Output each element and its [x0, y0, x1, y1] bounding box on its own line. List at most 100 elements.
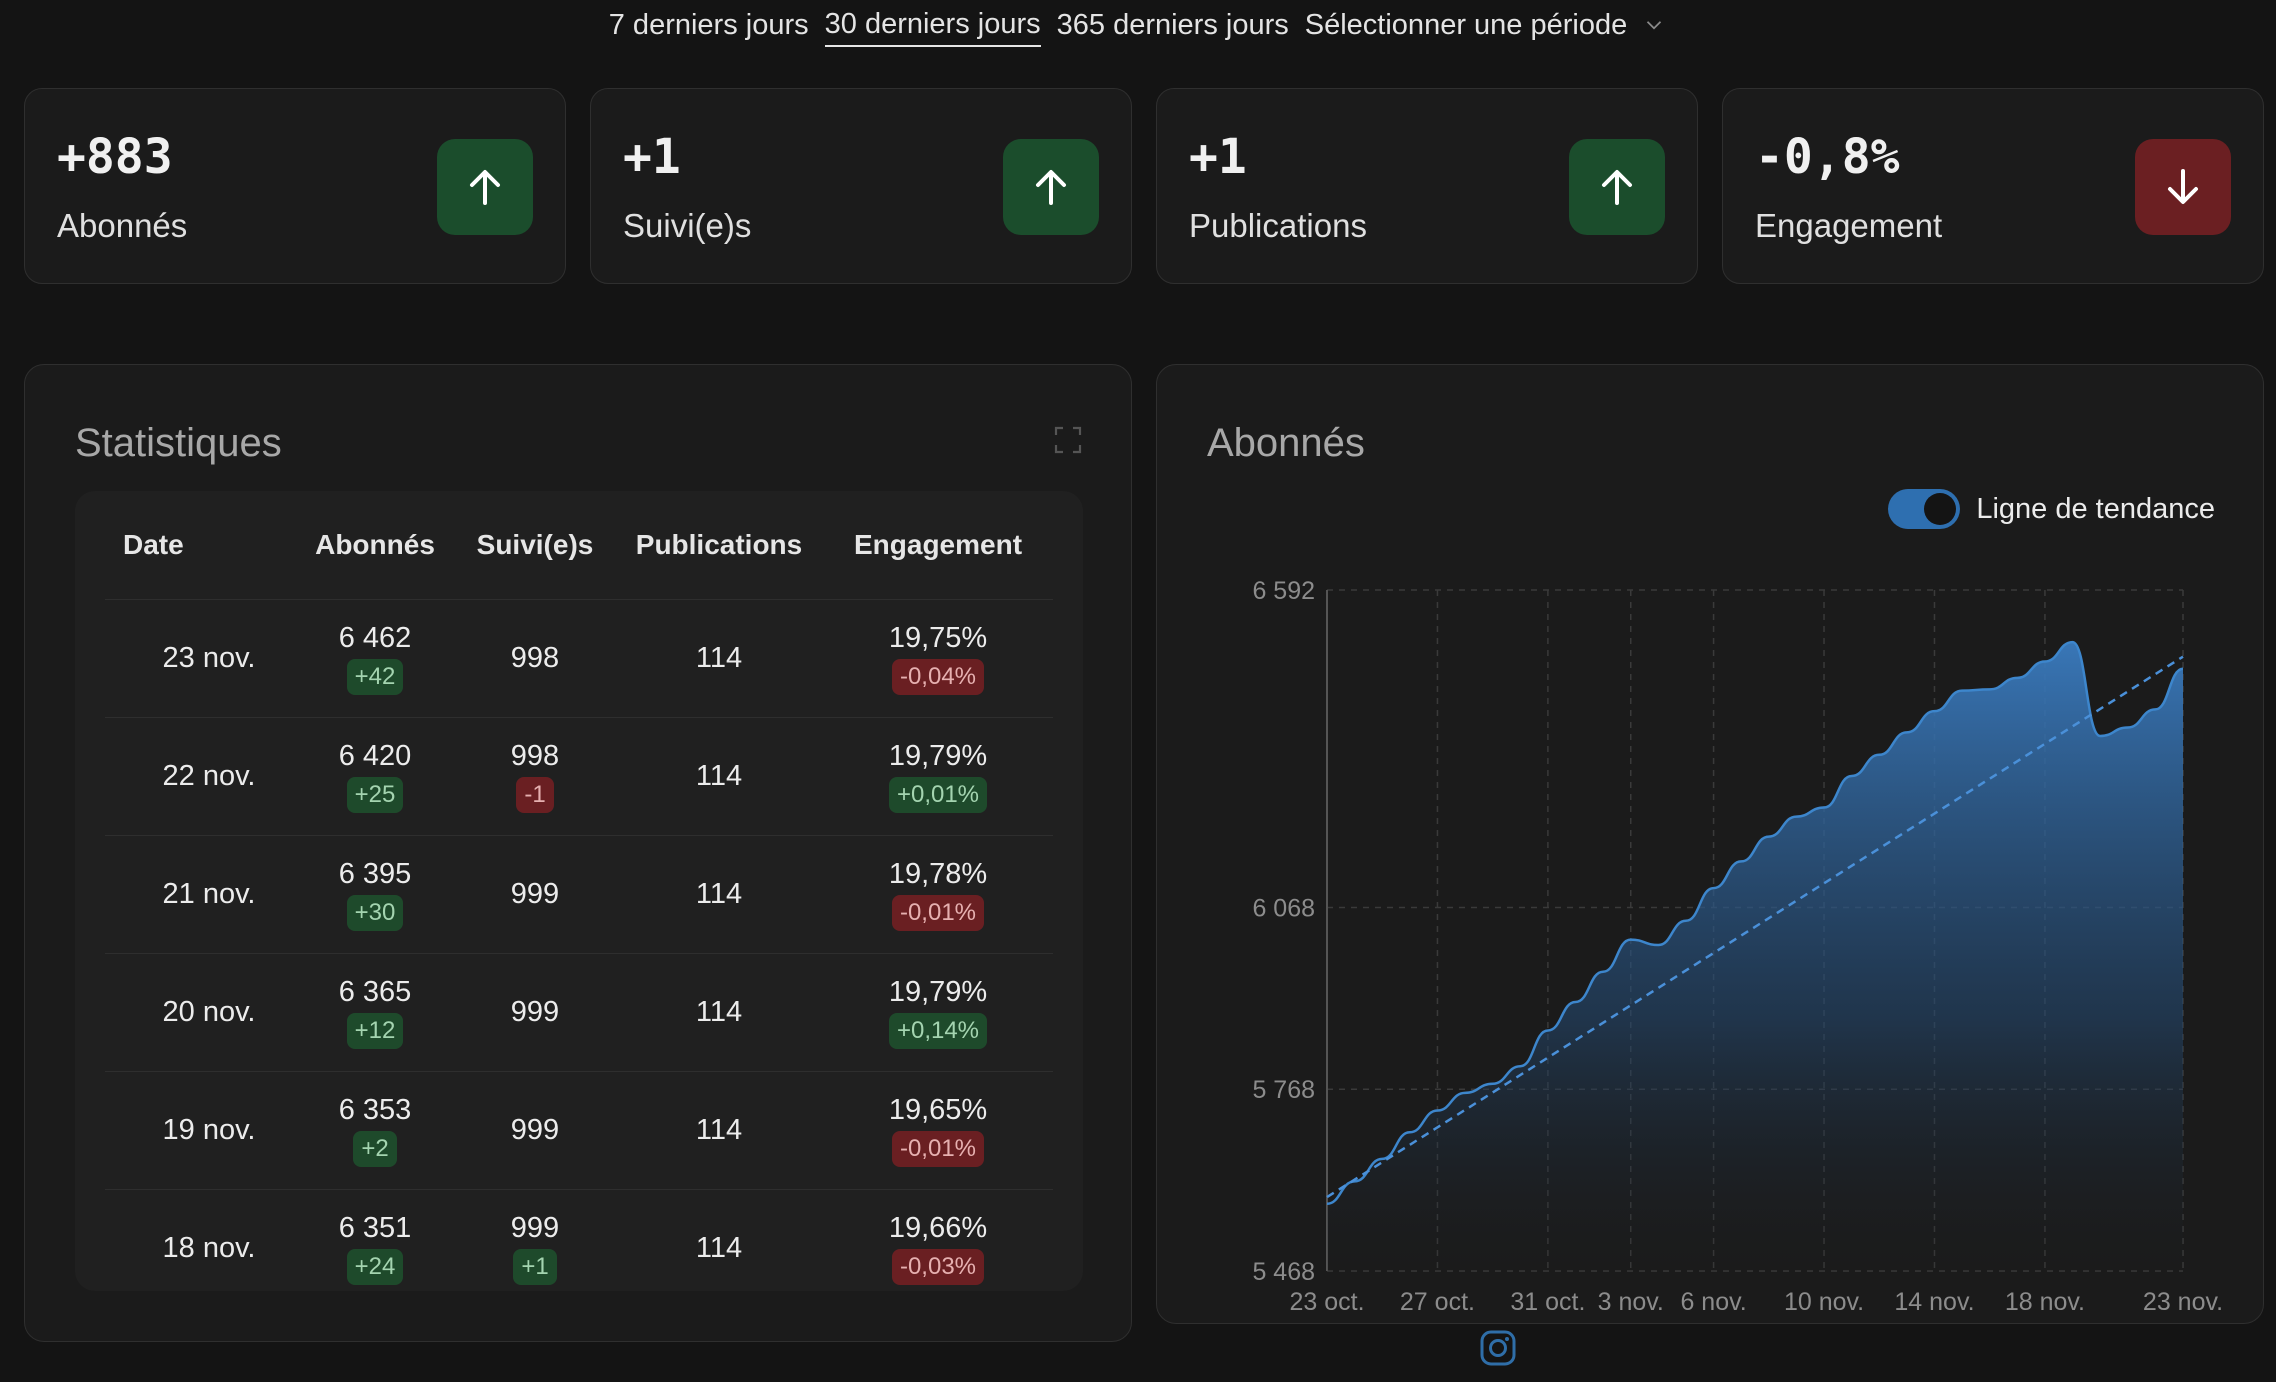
engagement-value: 19,65%: [888, 1094, 988, 1126]
cell-engagement: 19,78% -0,01%: [823, 834, 1053, 953]
column-header-engagement[interactable]: Engagement: [853, 528, 1023, 560]
period-7-days[interactable]: 7 derniers jours: [608, 8, 809, 41]
cell-date: 21 nov.: [105, 834, 295, 953]
trend-line-toggle[interactable]: [1888, 489, 1961, 529]
x-tick-label: 10 nov.: [1784, 1288, 1864, 1316]
column-header-date[interactable]: Date: [123, 528, 184, 560]
cell-posts: 114: [615, 716, 823, 835]
cell-following: 998: [455, 598, 615, 717]
cell-followers: 6 351 +24: [295, 1188, 455, 1291]
cell-posts: 114: [615, 1188, 823, 1291]
arrow-up-icon: [470, 170, 500, 205]
stat-label: Publications: [1189, 207, 1367, 244]
following-value: 999: [510, 878, 560, 910]
cell-following: 998 -1: [455, 716, 615, 835]
trend-line-label: Ligne de tendance: [1976, 492, 2215, 525]
engagement-delta-badge: -0,03%: [891, 1249, 985, 1286]
panel-title: Abonnés: [1207, 421, 1365, 465]
statistics-table-container: Date Abonnés Suivi(e)s Publications Enga…: [75, 491, 1083, 1291]
followers-delta-badge: +25: [346, 777, 404, 813]
arrow-up-icon: [1602, 170, 1632, 205]
followers-chart-panel: Abonnés Ligne de tendance 5 468 5 768 6 06…: [1156, 364, 2264, 1324]
period-365-days[interactable]: 365 derniers jours: [1056, 8, 1289, 41]
stat-value: +1: [623, 129, 681, 185]
stat-card-posts: +1 Publications: [1156, 88, 1698, 284]
period-custom-select[interactable]: Sélectionner une période: [1305, 9, 1667, 42]
following-value: 998: [510, 642, 560, 674]
cell-engagement: 19,66% -0,03%: [823, 1188, 1053, 1291]
stat-card-engagement: -0,8% Engagement: [1722, 88, 2264, 284]
column-header-posts[interactable]: Publications: [635, 528, 803, 560]
table-row: 18 nov. 6 351 +24 999 +1 114 19,66% -0,03%: [105, 1188, 1053, 1291]
following-value: 999: [510, 1114, 560, 1146]
cell-engagement: 19,79% +0,14%: [823, 952, 1053, 1071]
y-tick-label: 6 592: [1252, 577, 1315, 605]
stat-label: Suivi(e)s: [623, 207, 752, 244]
table-row: 21 nov. 6 395 +30 999 114 19,78% -0,01%: [105, 834, 1053, 953]
following-delta-badge: -1: [516, 777, 554, 813]
followers-value: 6 420: [338, 740, 412, 772]
following-value: 999: [510, 1212, 560, 1245]
period-30-days[interactable]: 30 derniers jours: [824, 4, 1041, 47]
engagement-value: 19,75%: [888, 622, 988, 654]
column-header-following[interactable]: Suivi(e)s: [476, 528, 594, 560]
cell-followers: 6 395 +30: [295, 834, 455, 953]
cell-engagement: 19,79% +0,01%: [823, 716, 1053, 835]
chevron-down-icon: [1647, 21, 1662, 30]
followers-delta-badge: +42: [346, 659, 404, 695]
trend-up-badge: [1569, 139, 1665, 235]
stat-label: Engagement: [1755, 207, 1943, 244]
following-value: 999: [510, 996, 560, 1028]
x-tick-label: 23 nov.: [2143, 1288, 2223, 1316]
x-tick-label: 31 oct.: [1510, 1288, 1585, 1316]
engagement-delta-badge: -0,04%: [891, 659, 985, 695]
cell-following: 999: [455, 1070, 615, 1189]
cell-date: 22 nov.: [105, 716, 295, 835]
y-tick-label: 6 068: [1252, 894, 1315, 922]
period-select-label: Sélectionner une période: [1304, 8, 1628, 41]
following-delta-badge: +1: [513, 1249, 557, 1286]
followers-delta-badge: +12: [346, 1013, 404, 1049]
statistics-panel: Statistiques Date Abonnés Suivi(e)s Publ…: [24, 364, 1132, 1342]
engagement-delta-badge: -0,01%: [891, 895, 985, 931]
followers-value: 6 395: [338, 858, 412, 890]
table-row: 19 nov. 6 353 +2 999 114 19,65% -0,01%: [105, 1070, 1053, 1189]
cell-followers: 6 420 +25: [295, 716, 455, 835]
cell-posts: 114: [615, 834, 823, 953]
table-row: 22 nov. 6 420 +25 998 -1 114 19,79% +0,01%: [105, 716, 1053, 835]
trend-down-badge: [2135, 139, 2231, 235]
x-tick-label: 18 nov.: [2005, 1288, 2085, 1316]
cell-engagement: 19,65% -0,01%: [823, 1070, 1053, 1189]
instagram-icon[interactable]: [1478, 1328, 1518, 1368]
stat-value: +883: [57, 129, 173, 185]
trend-up-badge: [437, 139, 533, 235]
followers-delta-badge: +24: [346, 1249, 404, 1286]
stat-value: +1: [1189, 129, 1247, 185]
cell-posts: 114: [615, 952, 823, 1071]
engagement-value: 19,66%: [888, 1212, 988, 1245]
arrow-down-icon: [2168, 169, 2198, 204]
table-row: 23 nov. 6 462 +42 998 114 19,75% -0,04%: [105, 598, 1053, 717]
engagement-delta-badge: +0,14%: [888, 1013, 988, 1049]
cell-posts: 114: [615, 1070, 823, 1189]
cell-posts: 114: [615, 598, 823, 717]
cell-date: 18 nov.: [105, 1188, 295, 1291]
engagement-value: 19,79%: [888, 740, 988, 772]
cell-following: 999 +1: [455, 1188, 615, 1291]
followers-delta-badge: +30: [346, 895, 404, 931]
followers-value: 6 365: [338, 976, 412, 1008]
followers-line: [1326, 640, 2184, 1205]
engagement-delta-badge: -0,01%: [891, 1131, 985, 1167]
followers-value: 6 462: [338, 622, 412, 654]
column-header-followers[interactable]: Abonnés: [315, 528, 435, 560]
x-tick-label: 27 oct.: [1400, 1288, 1475, 1316]
table-header-row: Date Abonnés Suivi(e)s Publications Enga…: [105, 491, 1053, 599]
stat-card-followers: +883 Abonnés: [24, 88, 566, 284]
followers-delta-badge: +2: [353, 1131, 397, 1167]
cell-followers: 6 353 +2: [295, 1070, 455, 1189]
expand-icon[interactable]: [1053, 425, 1083, 455]
table-row: 20 nov. 6 365 +12 999 114 19,79% +0,14%: [105, 952, 1053, 1071]
engagement-value: 19,79%: [888, 976, 988, 1008]
stat-label: Abonnés: [57, 207, 188, 244]
cell-followers: 6 365 +12: [295, 952, 455, 1071]
